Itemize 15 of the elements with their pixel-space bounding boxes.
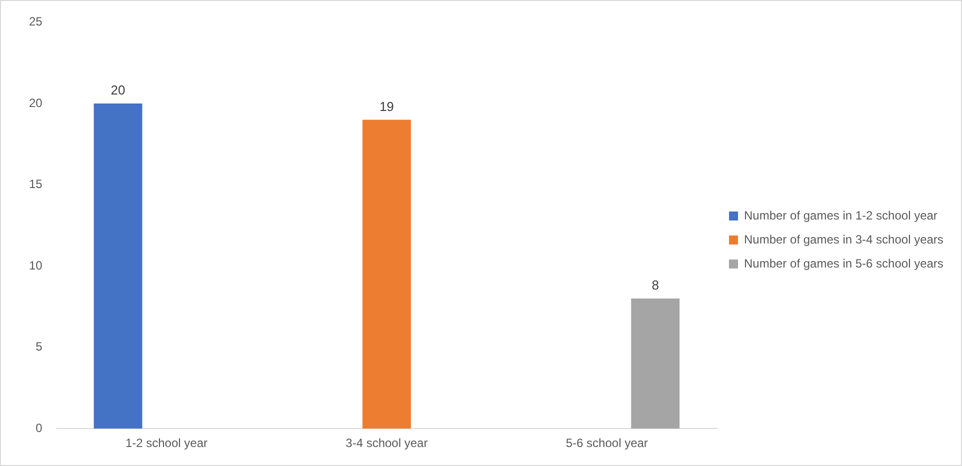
data-label: 20	[110, 82, 126, 98]
y-tick-label: 20	[28, 96, 43, 110]
x-tick-label: 5-6 school year	[566, 436, 648, 450]
legend-label: Number of games in 5-6 school years	[744, 256, 944, 270]
y-tick-label: 5	[36, 340, 43, 354]
x-tick-label: 3-4 school year	[346, 436, 428, 450]
legend-label: Number of games in 1-2 school year	[744, 208, 938, 222]
y-tick-label: 15	[28, 177, 43, 192]
data-label: 8	[652, 278, 659, 293]
y-tick-label: 10	[28, 258, 43, 272]
legend-label: Number of games in 3-4 school years	[744, 232, 944, 246]
x-tick-label: 1-2 school year	[125, 436, 208, 450]
y-tick-label: 25	[28, 14, 43, 29]
data-label: 19	[379, 98, 394, 114]
y-tick-label: 0	[36, 420, 43, 435]
